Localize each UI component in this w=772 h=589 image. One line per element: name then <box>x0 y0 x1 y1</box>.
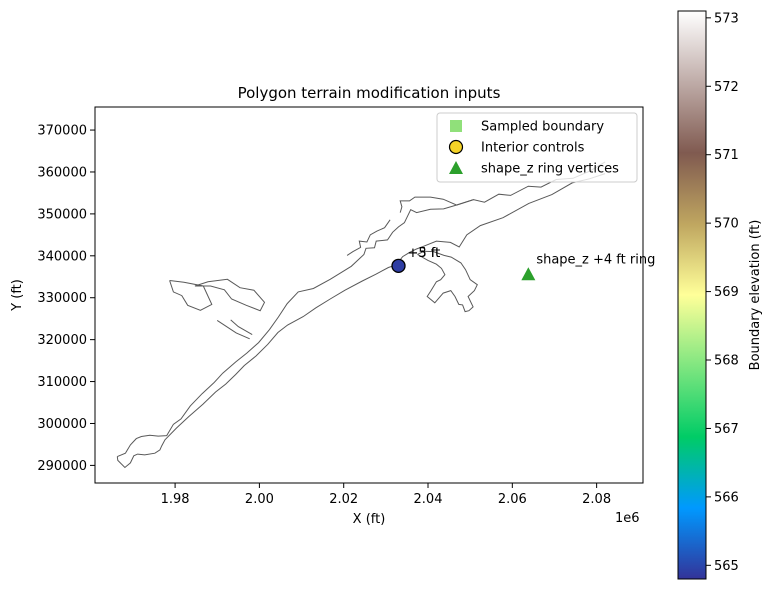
colorbar-label: Boundary elevation (ft) <box>748 220 763 371</box>
x-axis-offset-label: 1e6 <box>615 511 640 526</box>
colorbar-tick-label: 573 <box>714 11 739 26</box>
interior-control-annotation: +3 ft <box>408 246 441 261</box>
outline-feature <box>399 196 474 213</box>
outline-feature <box>346 219 391 256</box>
outline-feature <box>169 280 213 311</box>
outline-inner-bank <box>116 173 606 469</box>
x-tick-label: 2.04 <box>414 492 443 507</box>
data-points <box>391 258 536 281</box>
y-axis: 290000 300000 310000 320000 330000 340000 3500… <box>37 124 95 474</box>
y-tick-label: 310000 <box>37 375 87 390</box>
colorbar <box>677 10 707 580</box>
legend-marker-square <box>450 120 462 132</box>
x-axis-label: X (ft) <box>353 512 386 527</box>
legend-label: Interior controls <box>481 141 585 156</box>
x-tick-label: 2.00 <box>245 492 274 507</box>
legend-label: Sampled boundary <box>481 120 604 135</box>
x-tick-label: 2.08 <box>582 492 611 507</box>
colorbar-tick-label: 571 <box>714 148 739 163</box>
outline-outer-bank <box>117 161 606 458</box>
y-tick-label: 360000 <box>37 165 87 180</box>
x-axis: 1.98 2.00 2.02 2.04 2.06 2.08 <box>161 483 611 507</box>
colorbar-tick-label: 568 <box>714 354 739 369</box>
outline-feature <box>417 250 478 313</box>
y-tick-label: 300000 <box>37 417 87 432</box>
legend-label: shape_z ring vertices <box>481 162 619 177</box>
plot-frame <box>94 106 644 484</box>
y-axis-label: Y (ft) <box>10 279 25 312</box>
outline-feature <box>230 319 253 336</box>
polygon-outline <box>116 161 606 469</box>
colorbar-tick-label: 570 <box>714 217 739 232</box>
legend-box <box>436 112 638 183</box>
legend: Sampled boundary Interior controls shape_z… <box>436 112 638 183</box>
y-tick-label: 320000 <box>37 333 87 348</box>
colorbar-tick-label: 566 <box>714 490 739 505</box>
outline-feature <box>216 319 250 340</box>
colorbar-tick-label: 567 <box>714 422 739 437</box>
colorbar-axis: 565 566 567 568 569 570 571 572 573 <box>706 11 739 574</box>
x-tick-label: 1.98 <box>161 492 190 507</box>
colorbar-tick-label: 569 <box>714 285 739 300</box>
y-tick-label: 370000 <box>37 124 87 139</box>
interior-control-point <box>391 258 406 274</box>
chart-title: Polygon terrain modification inputs <box>238 84 501 102</box>
shape-z-ring-annotation: shape_z +4 ft ring <box>536 252 655 267</box>
legend-marker-triangle <box>449 161 463 174</box>
colorbar-tick-label: 565 <box>714 559 739 574</box>
interior-control-annotation: +5 ft <box>408 246 441 261</box>
outline-feature <box>194 278 266 312</box>
shape-z-ring-vertex <box>521 267 536 281</box>
x-tick-label: 2.06 <box>498 492 527 507</box>
point-annotations: +3 ft+5 ft shape_z +4 ft ring <box>408 246 656 267</box>
y-tick-label: 350000 <box>37 207 87 222</box>
colorbar-tick-label: 572 <box>714 80 739 95</box>
x-tick-label: 2.02 <box>329 492 358 507</box>
y-tick-label: 340000 <box>37 249 87 264</box>
legend-marker-circle <box>448 139 464 155</box>
y-tick-label: 290000 <box>37 459 87 474</box>
y-tick-label: 330000 <box>37 291 87 306</box>
